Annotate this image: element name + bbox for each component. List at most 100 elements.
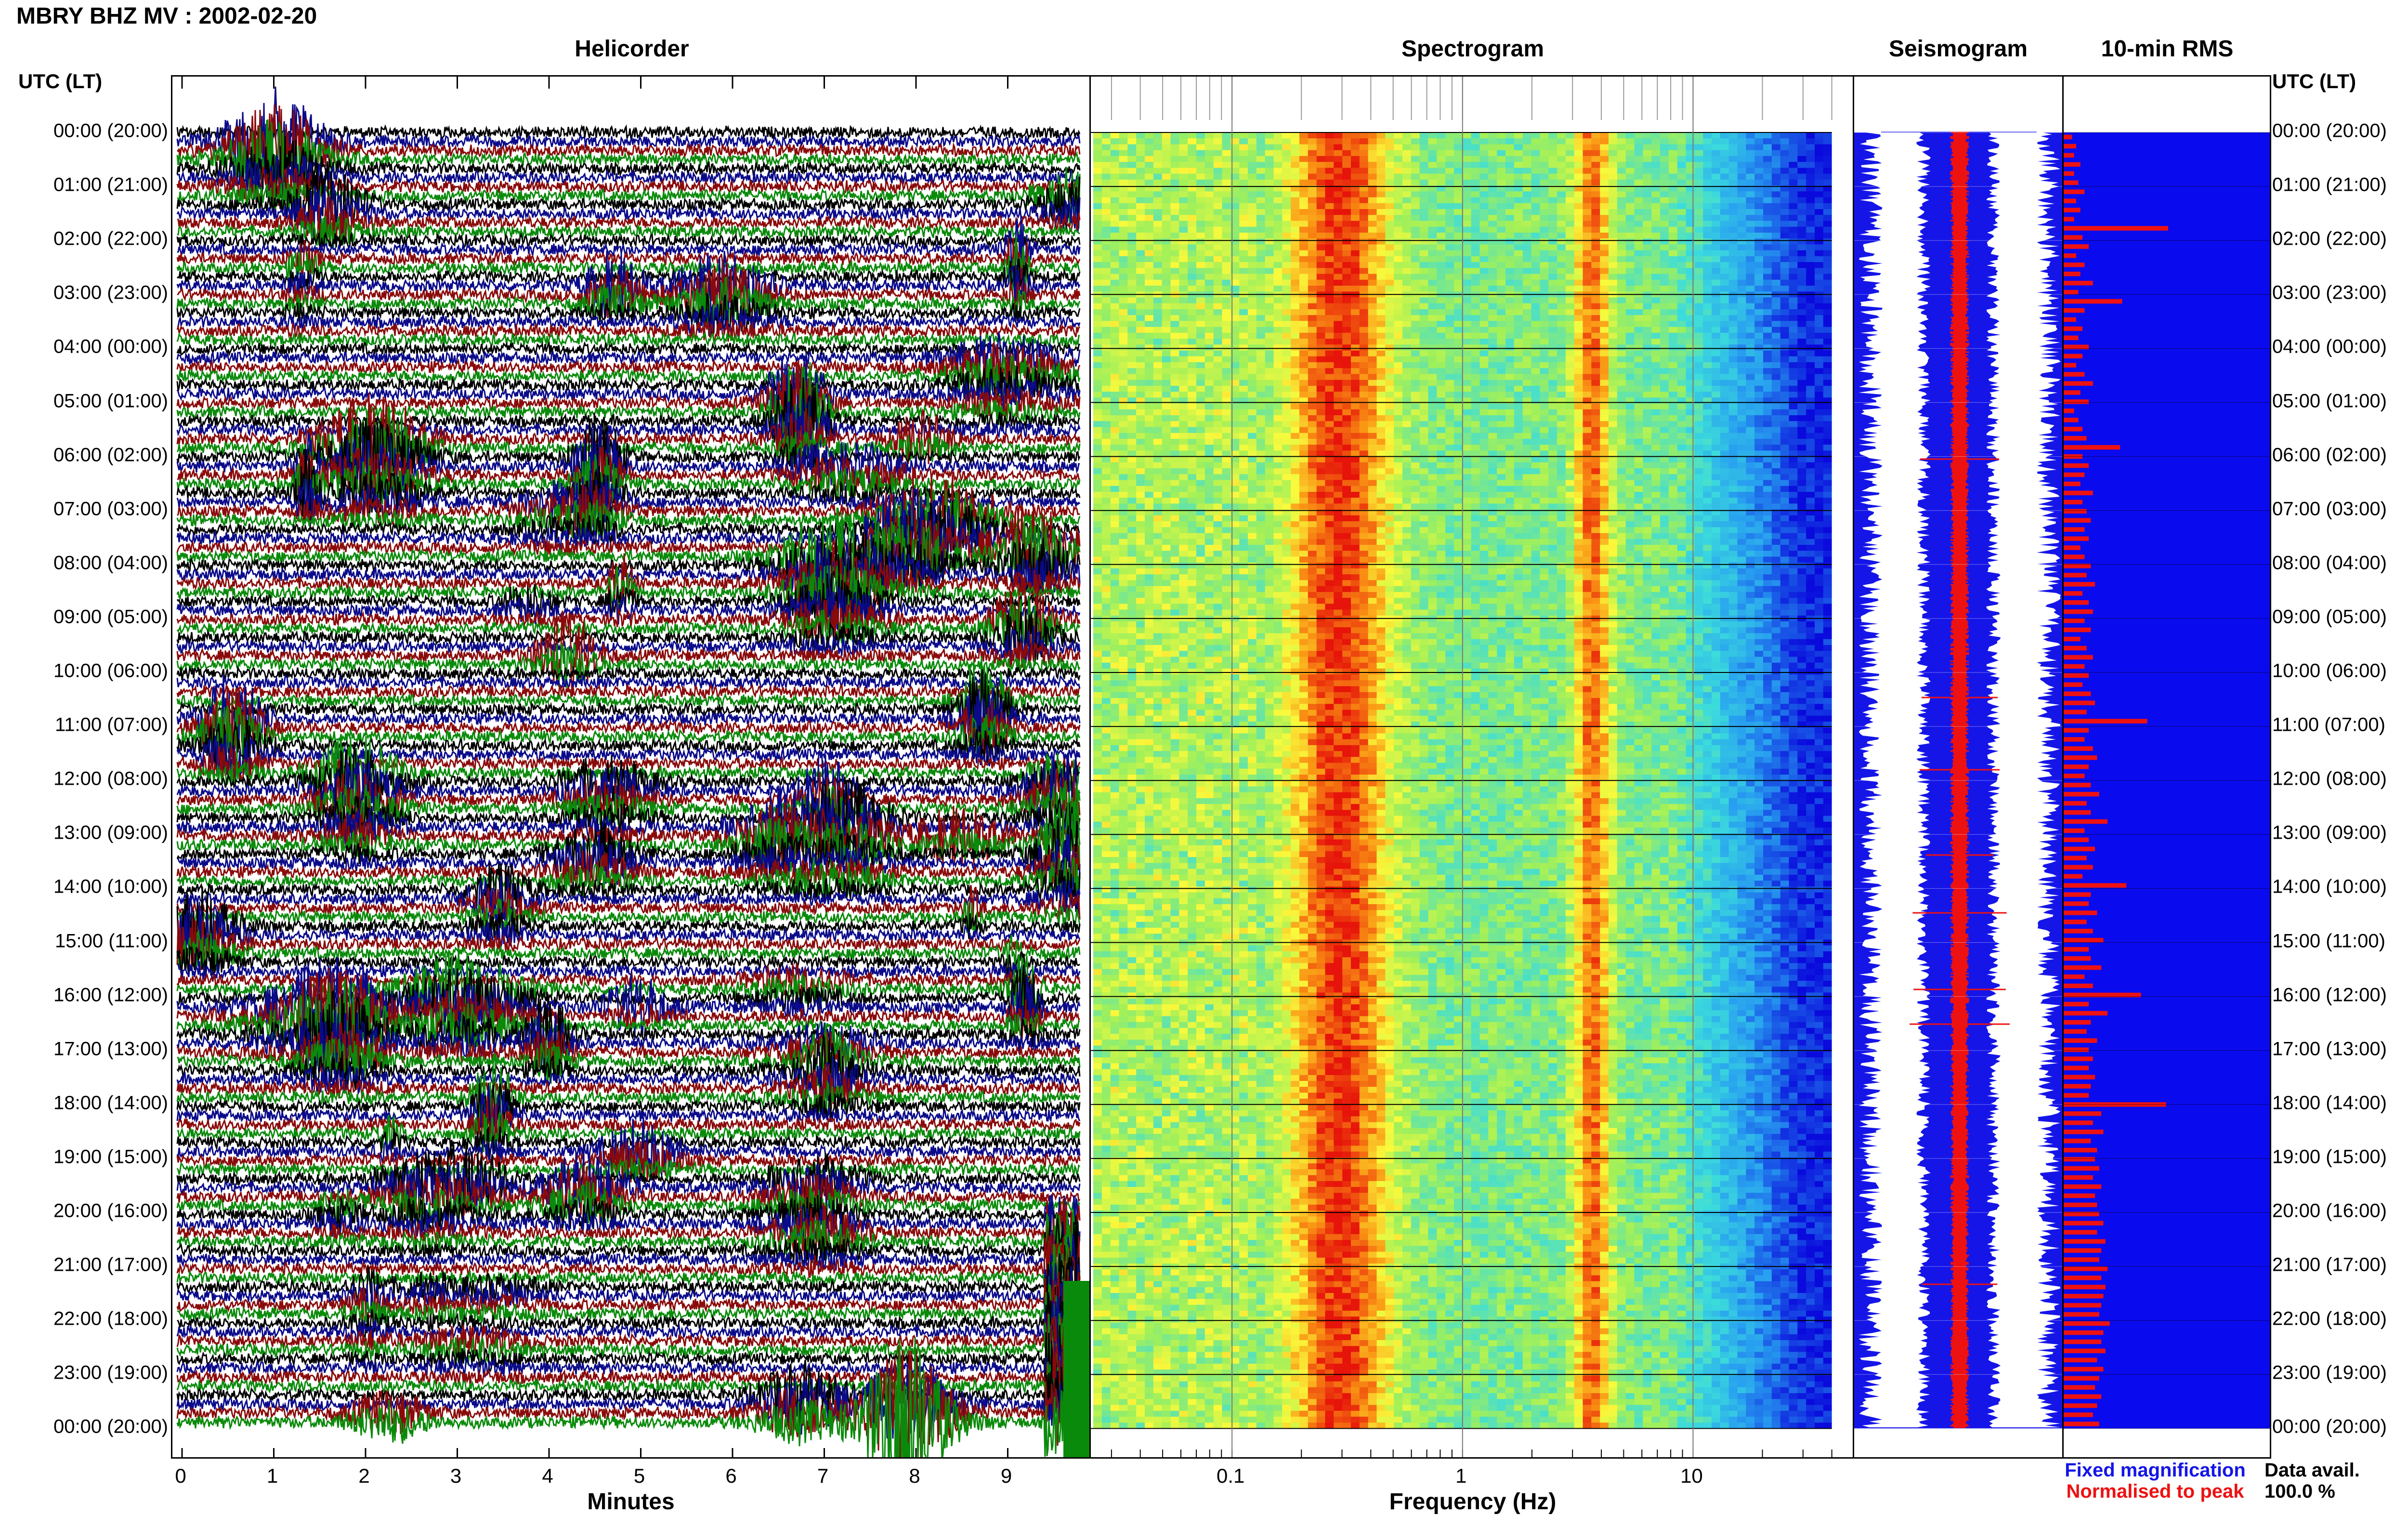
spectrogram-cell bbox=[1171, 433, 1180, 439]
spectrogram-cell bbox=[1780, 268, 1790, 274]
spectrogram-cell bbox=[1480, 233, 1489, 239]
spectrogram-cell bbox=[1643, 180, 1652, 186]
spectrogram-cell bbox=[1093, 198, 1102, 204]
spectrogram-cell bbox=[1635, 162, 1644, 168]
spectrogram-cell bbox=[1102, 209, 1111, 215]
spectrogram-cell bbox=[1420, 421, 1429, 427]
spectrogram-cell bbox=[1428, 286, 1438, 292]
spectrogram-cell bbox=[1153, 198, 1163, 204]
spectrogram-cell bbox=[1127, 309, 1137, 316]
spectrogram-cell bbox=[1334, 386, 1343, 392]
spectrogram-cell bbox=[1591, 227, 1600, 233]
spectrogram-cell bbox=[1754, 156, 1764, 162]
spectrogram-cell bbox=[1609, 374, 1618, 380]
spectrogram-cell bbox=[1368, 180, 1377, 186]
spectrogram-cell bbox=[1317, 132, 1326, 139]
spectrogram-cell bbox=[1738, 280, 1747, 286]
spectrogram-cell bbox=[1127, 280, 1137, 286]
spectrogram-cell bbox=[1127, 203, 1137, 210]
spectrogram-cell bbox=[1145, 404, 1154, 410]
spectrogram-cell bbox=[1179, 203, 1188, 210]
spectrogram-cell bbox=[1179, 368, 1188, 374]
spectrogram-cell bbox=[1127, 427, 1137, 434]
spectrogram-cell bbox=[1651, 132, 1661, 139]
spectrogram-cell bbox=[1188, 356, 1197, 363]
spectrogram-cell bbox=[1291, 327, 1300, 333]
spectrogram-cell bbox=[1093, 404, 1102, 410]
spectrogram-cell bbox=[1617, 268, 1626, 274]
spectrogram-cell bbox=[1342, 351, 1351, 357]
spectrogram-cell bbox=[1651, 339, 1661, 345]
spectrogram-cell bbox=[1308, 303, 1317, 310]
spectrogram-cell bbox=[1591, 321, 1600, 327]
spectrogram-cell bbox=[1738, 368, 1747, 374]
spectrogram-cell bbox=[1342, 368, 1351, 374]
spectrogram-cell bbox=[1746, 227, 1755, 233]
spectrogram-cell bbox=[1497, 339, 1506, 345]
spectrogram-cell bbox=[1420, 356, 1429, 363]
spectrogram-cell bbox=[1763, 209, 1772, 215]
spectrogram-cell bbox=[1523, 303, 1532, 310]
spectrogram-cell bbox=[1488, 321, 1497, 327]
spectrogram-cell bbox=[1583, 168, 1592, 174]
spectrogram-cell bbox=[1153, 244, 1163, 250]
spectrogram-cell bbox=[1583, 368, 1592, 374]
spectrogram-cell bbox=[1746, 339, 1755, 345]
spectrogram-cell bbox=[1669, 427, 1678, 434]
spectrogram-cell bbox=[1488, 286, 1497, 292]
spectrogram-cell bbox=[1119, 215, 1128, 221]
spectrogram-cell bbox=[1660, 303, 1669, 310]
spectrogram-cell bbox=[1720, 268, 1729, 274]
spectrogram-cell bbox=[1428, 145, 1438, 151]
spectrogram-cell bbox=[1514, 280, 1523, 286]
spectrogram-cell bbox=[1540, 198, 1549, 204]
spectrogram-cell bbox=[1574, 374, 1584, 380]
spectrogram-cell bbox=[1763, 421, 1772, 427]
spectrogram-cell bbox=[1428, 380, 1438, 386]
spectrogram-cell bbox=[1712, 327, 1721, 333]
spectrogram-cell bbox=[1111, 233, 1120, 239]
spectrogram-cell bbox=[1325, 191, 1335, 198]
spectrogram-cell bbox=[1505, 238, 1515, 245]
spectrogram-cell bbox=[1119, 233, 1128, 239]
spectrogram-cell bbox=[1540, 132, 1549, 139]
spectrogram-cell bbox=[1351, 274, 1360, 280]
spectrogram-cell bbox=[1480, 297, 1489, 303]
spectrogram-cell bbox=[1772, 427, 1781, 434]
spectrogram-cell bbox=[1505, 274, 1515, 280]
spectrogram-cell bbox=[1815, 280, 1824, 286]
spectrogram-cell bbox=[1789, 145, 1798, 151]
spectrogram-cell bbox=[1635, 356, 1644, 363]
spectrogram-cell bbox=[1540, 433, 1549, 439]
spectrogram-cell bbox=[1591, 221, 1600, 227]
spectrogram-cell bbox=[1540, 203, 1549, 210]
spectrogram-cell bbox=[1351, 362, 1360, 369]
spectrogram-cell bbox=[1222, 392, 1231, 398]
spectrogram-cell bbox=[1746, 351, 1755, 357]
spectrogram-cell bbox=[1299, 250, 1309, 257]
spectrogram-cell bbox=[1694, 156, 1703, 162]
spectrogram-cell bbox=[1411, 362, 1420, 369]
spectrogram-cell bbox=[1471, 145, 1480, 151]
spectrogram-cell bbox=[1823, 439, 1832, 445]
spectrogram-cell bbox=[1351, 427, 1360, 434]
spectrogram-cell bbox=[1445, 356, 1454, 363]
spectrogram-cell bbox=[1635, 209, 1644, 215]
spectrogram-cell bbox=[1497, 215, 1506, 221]
spectrogram-cell bbox=[1720, 162, 1729, 168]
spectrogram-cell bbox=[1823, 250, 1832, 257]
spectrogram-cell bbox=[1385, 339, 1394, 345]
spectrogram-cell bbox=[1626, 174, 1635, 180]
spectrogram-cell bbox=[1763, 392, 1772, 398]
spectrogram-cell bbox=[1600, 368, 1609, 374]
spectrogram-cell bbox=[1806, 321, 1815, 327]
spectrogram-cell bbox=[1677, 132, 1687, 139]
spectrogram-cell bbox=[1583, 274, 1592, 280]
spectrogram-cell bbox=[1420, 339, 1429, 345]
spectrogram-cell bbox=[1797, 150, 1806, 157]
spectrogram-cell bbox=[1111, 150, 1120, 157]
spectrogram-cell bbox=[1188, 215, 1197, 221]
spectrogram-cell bbox=[1806, 427, 1815, 434]
spectrogram-cell bbox=[1291, 274, 1300, 280]
spectrogram-cell bbox=[1531, 374, 1541, 380]
